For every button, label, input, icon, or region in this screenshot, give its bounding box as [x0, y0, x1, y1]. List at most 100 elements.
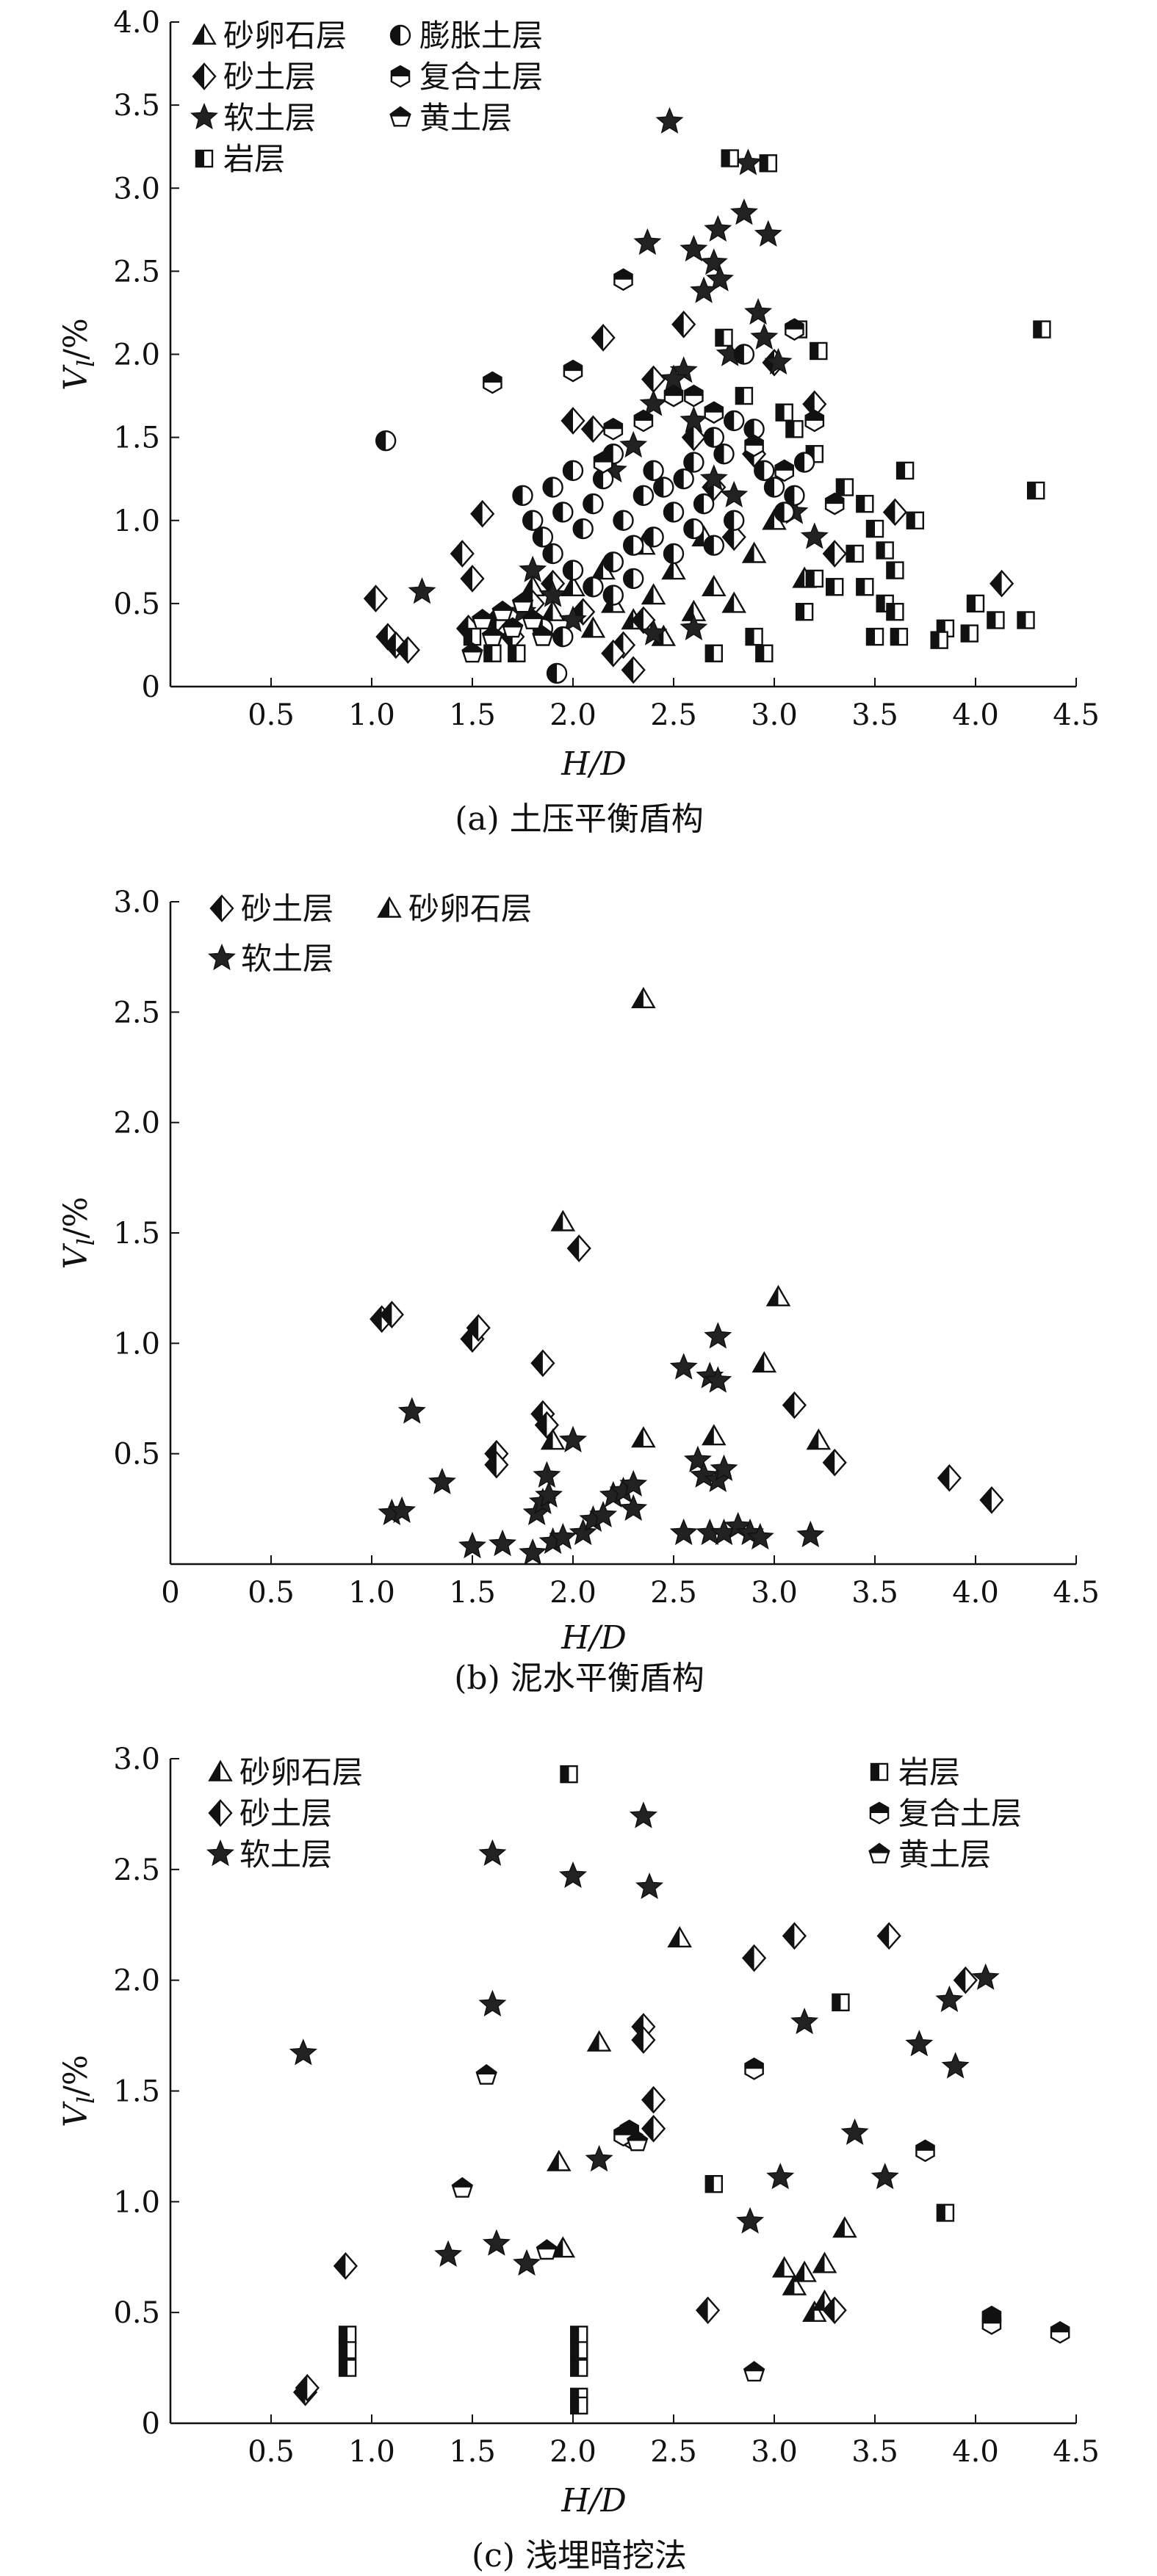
point-star — [706, 264, 734, 292]
point-circle — [542, 543, 563, 565]
point-star — [513, 2248, 541, 2276]
point-circle — [542, 477, 563, 498]
point-star — [683, 1445, 712, 1472]
legend-marker-diamond — [208, 1799, 233, 1827]
point-pentagon — [471, 609, 494, 629]
point-square — [810, 341, 828, 361]
y-tick-label: 3.0 — [113, 1743, 160, 1776]
point-circle — [713, 444, 735, 465]
point-square — [755, 644, 774, 662]
point-star — [746, 1522, 774, 1550]
point-hexagon — [744, 2057, 764, 2080]
legend-marker-diamond — [209, 894, 234, 922]
point-square — [735, 386, 754, 405]
point-square — [715, 328, 733, 347]
point-diamond — [822, 2296, 847, 2324]
point-square — [906, 511, 925, 529]
panel-caption: (a) 土压平衡盾构 — [455, 800, 704, 838]
point-star — [559, 1425, 587, 1452]
point-star — [669, 1353, 698, 1380]
point-star — [289, 2038, 317, 2066]
point-circle — [663, 543, 685, 565]
legend-marker-square — [870, 1762, 889, 1781]
point-star — [704, 1322, 732, 1349]
point-hexagon — [981, 2312, 1002, 2335]
legend-label: 砂土层 — [239, 1795, 332, 1831]
point-square — [775, 403, 793, 422]
legend-marker-square — [195, 149, 214, 168]
legend-label: 黄土层 — [898, 1837, 991, 1873]
y-axis-label: Vl/% — [57, 318, 100, 391]
point-hexagon — [915, 2139, 935, 2163]
point-circle — [613, 510, 634, 531]
point-star — [744, 297, 773, 325]
point-pentagon — [451, 2177, 474, 2198]
point-hexagon — [633, 409, 654, 433]
y-tick-label: 1.0 — [113, 1327, 160, 1361]
point-circle — [703, 427, 724, 448]
point-square — [936, 2204, 955, 2222]
point-star — [971, 1963, 1000, 1990]
point-circle — [703, 535, 724, 556]
point-square — [987, 611, 1005, 629]
point-square — [570, 2359, 588, 2377]
x-tick-label: 1.5 — [449, 1576, 496, 1610]
point-circle — [784, 485, 805, 507]
point-triangle — [771, 2256, 797, 2278]
point-diamond — [484, 1450, 509, 1479]
point-diamond — [621, 656, 646, 684]
point-square — [1033, 320, 1051, 339]
y-tick-label: 4.0 — [113, 6, 160, 40]
point-diamond — [671, 310, 696, 339]
point-diamond — [641, 2114, 666, 2143]
x-tick-label: 3.0 — [751, 698, 798, 732]
point-triangle — [802, 2300, 827, 2322]
y-tick-label: 2.0 — [113, 1964, 160, 1998]
point-circle — [643, 460, 664, 482]
point-star — [428, 1467, 456, 1494]
point-diamond — [631, 606, 656, 634]
point-circle — [754, 460, 775, 482]
point-star — [699, 248, 728, 275]
panels: 0.5 1.0 1.5 2.0 2.5 3.0 3.5 4.0 4.5 0 0.5 1.0 1.5 2.0… — [57, 6, 1100, 2575]
point-hexagon — [785, 318, 804, 341]
point-hexagon — [704, 401, 724, 424]
point-pentagon — [461, 642, 483, 663]
point-triangle — [765, 1284, 791, 1306]
point-diamond — [695, 2296, 721, 2324]
point-circle — [743, 419, 765, 440]
point-star — [629, 1801, 657, 1828]
point-triangle — [580, 616, 606, 638]
point-star — [635, 1873, 664, 1900]
point-square — [966, 594, 985, 613]
point-square — [570, 2341, 588, 2359]
x-tick-label: 2.0 — [549, 2435, 596, 2469]
point-circle — [562, 460, 584, 482]
x-tick-label: 4.0 — [952, 1576, 999, 1610]
legend-marker-hexagon — [390, 65, 411, 88]
point-star — [559, 1861, 587, 1888]
x-tick-label: 0 — [161, 1576, 179, 1610]
point-star — [619, 1494, 648, 1522]
x-tick-label: 1.5 — [449, 698, 496, 732]
y-tick-label: 0 — [142, 670, 160, 704]
point-star — [734, 148, 763, 176]
panel-a: 0.5 1.0 1.5 2.0 2.5 3.0 3.5 4.0 4.5 0 0.5 1.0 1.5 2.0… — [57, 6, 1100, 838]
point-circle — [793, 452, 815, 473]
legend-marker-star — [208, 944, 236, 971]
point-star — [800, 522, 829, 549]
point-square — [846, 544, 864, 563]
series-diamond — [370, 1234, 1004, 1514]
point-diamond — [822, 1448, 847, 1477]
y-tick-label: 3.0 — [113, 886, 160, 919]
point-square — [704, 2174, 723, 2193]
point-square — [338, 2326, 357, 2344]
point-pentagon — [522, 609, 544, 629]
point-diamond — [530, 1349, 555, 1378]
point-square — [785, 420, 804, 438]
series-hexagon — [613, 2057, 1070, 2344]
point-diamond — [460, 565, 485, 593]
panel-b: 0 0.5 1.0 1.5 2.0 2.5 3.0 3.5 4.0 4.5 0.5 1.0 1.5 2.0… — [57, 886, 1100, 1697]
point-square — [890, 627, 909, 646]
